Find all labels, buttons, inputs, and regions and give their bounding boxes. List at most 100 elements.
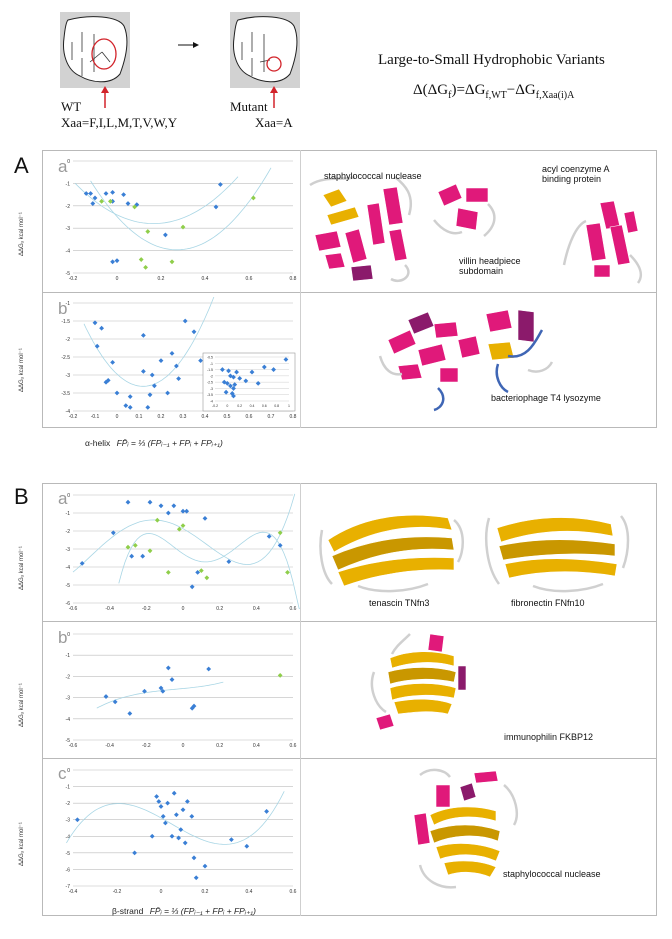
data-point-blue	[92, 195, 98, 201]
subpanel-Bb-letter: b	[58, 628, 68, 647]
x-tick-label: -0.4	[105, 606, 114, 612]
y-tick-label: -1	[66, 301, 71, 307]
x-tick-label: 0.6	[246, 414, 253, 420]
chart-strand-c: 0 -1 -2 -3 -4 -5 -6 -7-0.4 -0.2 0 0.2 0.4 0.6	[66, 768, 297, 895]
x-tick-label: 0	[116, 414, 119, 420]
data-point-blue	[110, 360, 115, 365]
header-area: WT Xaa=F,I,L,M,T,V,W,Y Mutant Xaa=A Larg…	[0, 0, 672, 140]
inset-plot: -0.5 -1 -1.5 -2 -2.5 -3 -3.5 -4-0.2 0 0.2 0.4 0.6 0.…	[202, 352, 296, 412]
x-tick-label: 0.2	[216, 743, 223, 749]
inset-x-tick: 0.2	[237, 404, 242, 408]
inset-data-point	[243, 378, 249, 384]
data-point-blue	[163, 232, 168, 238]
data-point-blue	[142, 688, 147, 694]
y-tick-label: -1.5	[61, 319, 70, 325]
panel-b-letter: B	[14, 484, 29, 509]
data-point-blue	[127, 405, 133, 410]
y-tick-label: -1	[66, 785, 71, 791]
y-tick-label: -2	[66, 801, 71, 807]
data-point-blue	[264, 809, 269, 814]
y-tick-label: -4	[66, 717, 71, 723]
inset-y-tick: -2.5	[207, 381, 213, 385]
data-point-blue	[123, 403, 129, 408]
eq-sub-f: f	[448, 90, 452, 101]
inset-x-tick: 0.4	[250, 404, 255, 408]
y-tick-label: -4	[66, 409, 71, 415]
fit-curve-blue	[74, 176, 239, 224]
data-point-blue	[180, 508, 186, 514]
data-point-blue	[182, 318, 188, 324]
structure-staph-nuclease-strand	[413, 768, 518, 889]
inset-x-tick: 1	[288, 404, 290, 408]
x-tick-label: 0.4	[253, 606, 260, 612]
helix-fp-caption: α-helix FP̄ᵢ = ⅓ (FPᵢ₋₁ + FPᵢ + FPᵢ₊₁)	[85, 438, 223, 449]
inset-y-tick: -1.5	[207, 368, 213, 372]
structure-t4-lysozyme	[378, 309, 554, 412]
wt-schematic	[60, 12, 130, 88]
subpanel-Ba-letter: a	[58, 489, 68, 508]
y-tick-label: -3	[66, 547, 71, 553]
y-tick-label: -2	[66, 529, 71, 535]
data-point-blue	[110, 259, 115, 265]
label-villin-1: villin headpiece	[459, 256, 521, 266]
subpanel-Aa-letter: a	[58, 157, 68, 176]
x-tick-label: 0.8	[290, 276, 297, 282]
data-point-blue	[165, 800, 170, 806]
data-point-blue	[185, 799, 190, 804]
y-tick-label: -1	[66, 511, 71, 517]
x-tick-label: 0	[182, 606, 185, 612]
inset-y-tick: -2	[210, 374, 213, 378]
data-point-blue	[158, 804, 164, 809]
inset-data-point	[229, 391, 235, 396]
data-point-blue	[105, 378, 111, 383]
data-point-blue	[171, 503, 177, 509]
x-tick-label: 0.6	[290, 889, 297, 895]
data-point-blue	[114, 258, 120, 264]
mutant-arrow-icon	[270, 86, 278, 108]
panel-a-letter: A	[14, 153, 29, 178]
data-point-green	[176, 526, 182, 532]
panel-b-frame	[42, 483, 657, 916]
fit-curve-blue	[72, 493, 296, 573]
label-fkbp12: immunophilin FKBP12	[504, 732, 594, 742]
subpanel-Ab-letter: b	[58, 299, 68, 318]
fit-curve-blue	[83, 297, 215, 387]
helix-label: α-helix	[85, 438, 111, 448]
inset-data-point	[226, 368, 231, 374]
data-point-blue	[92, 320, 98, 326]
data-point-blue	[202, 516, 208, 521]
data-point-blue	[191, 703, 197, 709]
x-tick-label: 0.4	[202, 414, 209, 420]
x-tick-label: 0.2	[158, 414, 165, 420]
data-point-blue	[127, 711, 133, 716]
data-point-green	[285, 570, 290, 575]
data-point-blue	[103, 191, 109, 196]
y-tick-label: -3.5	[61, 391, 70, 397]
ylabel-Aa: ΔΔGᵤ kcal mol⁻¹	[19, 212, 25, 256]
plot-area-B-c: 0 -1 -2 -3 -4 -5 -6 -7-0.4 -0.2 0 0.2 0.4 0.6	[66, 768, 297, 895]
x-tick-label: 0.4	[246, 889, 253, 895]
y-tick-label: -5	[66, 738, 71, 744]
inset-data-point	[220, 367, 225, 372]
y-tick-label: -4	[66, 249, 71, 255]
data-point-blue	[158, 358, 164, 363]
x-tick-label: 0.2	[216, 606, 223, 612]
data-point-blue	[169, 351, 175, 356]
chart-helix-b: -1-1.5-2-2.5-3-3.5-4-0.2 -0.1 0 0.1 0.2 0.3 0.…	[61, 297, 297, 420]
strand-label: β-strand	[112, 906, 144, 916]
data-point-blue	[145, 405, 151, 410]
inset-y-tick: -3	[210, 387, 213, 391]
x-tick-label: -0.2	[69, 276, 78, 282]
x-tick-label: 0.6	[246, 276, 253, 282]
data-point-blue	[127, 394, 133, 399]
plot-area-B-a: 0 -1 -2 -3 -4 -5 -6-0.6 -0.4 -0.2 0 0.2 0.4 0.6	[66, 493, 300, 612]
y-tick-label: -6	[66, 601, 71, 607]
x-tick-label: 0.4	[253, 743, 260, 749]
structure-tenascin	[319, 514, 464, 593]
y-tick-label: -6	[66, 867, 71, 873]
y-tick-label: -4	[66, 565, 71, 571]
data-point-green	[251, 195, 256, 201]
data-point-blue	[226, 559, 232, 564]
y-tick-label: -5	[66, 583, 71, 589]
data-point-green	[143, 265, 148, 270]
